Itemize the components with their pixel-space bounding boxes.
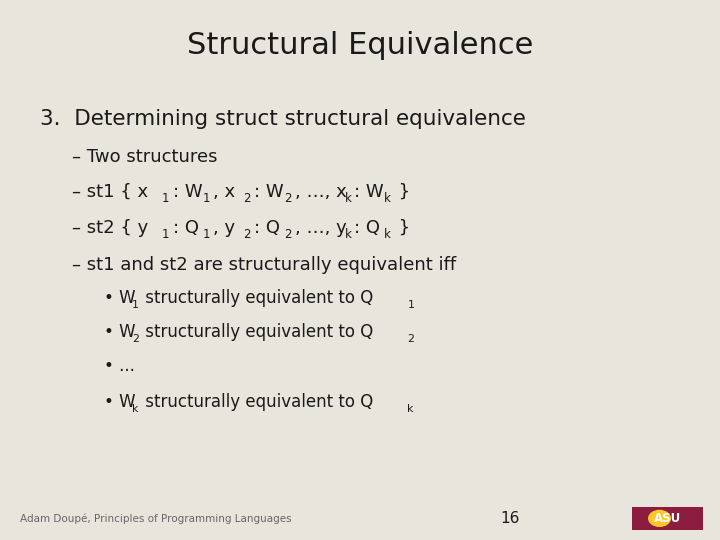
Text: • W: • W (104, 323, 136, 341)
Text: structurally equivalent to Q: structurally equivalent to Q (140, 289, 374, 307)
Text: k: k (132, 404, 138, 414)
Text: 1: 1 (202, 228, 210, 241)
Text: }: } (393, 183, 410, 201)
Text: 2: 2 (284, 228, 292, 241)
Text: k: k (345, 228, 351, 241)
Text: ASU: ASU (654, 512, 681, 525)
Text: structurally equivalent to Q: structurally equivalent to Q (140, 323, 374, 341)
Text: 1: 1 (162, 192, 169, 205)
Text: – Two structures: – Two structures (72, 147, 217, 166)
Text: 2: 2 (408, 334, 414, 343)
Text: 16: 16 (500, 511, 520, 526)
Text: : W: : W (354, 183, 384, 201)
Text: , …, x: , …, x (294, 183, 346, 201)
Text: – st1 { x: – st1 { x (72, 183, 148, 201)
Circle shape (648, 510, 671, 527)
Text: 1: 1 (162, 228, 169, 241)
Text: : Q: : Q (354, 219, 379, 237)
Text: 1: 1 (202, 192, 210, 205)
Text: k: k (345, 192, 351, 205)
Text: 1: 1 (132, 300, 139, 309)
Text: Structural Equivalence: Structural Equivalence (186, 31, 534, 60)
Text: • W: • W (104, 289, 136, 307)
Text: • ...: • ... (104, 357, 135, 375)
Text: : Q: : Q (254, 219, 280, 237)
Text: k: k (384, 228, 390, 241)
Text: : W: : W (254, 183, 284, 201)
Text: – st1 and st2 are structurally equivalent iff: – st1 and st2 are structurally equivalen… (72, 255, 456, 274)
Text: 1: 1 (408, 300, 414, 309)
Text: k: k (384, 192, 390, 205)
Text: k: k (408, 404, 414, 414)
Text: 2: 2 (284, 192, 292, 205)
Text: – st2 { y: – st2 { y (72, 219, 148, 237)
Text: 2: 2 (132, 334, 139, 343)
Text: • W: • W (104, 393, 136, 411)
Text: Adam Doupé, Principles of Programming Languages: Adam Doupé, Principles of Programming La… (20, 513, 292, 524)
Text: : Q: : Q (173, 219, 199, 237)
Text: structurally equivalent to Q: structurally equivalent to Q (140, 393, 374, 411)
Text: : W: : W (173, 183, 202, 201)
FancyBboxPatch shape (632, 507, 703, 530)
Text: , y: , y (213, 219, 235, 237)
Text: 3.  Determining struct structural equivalence: 3. Determining struct structural equival… (40, 109, 526, 129)
Text: }: } (393, 219, 410, 237)
Text: , x: , x (213, 183, 235, 201)
Text: 2: 2 (243, 228, 251, 241)
Text: , …, y: , …, y (294, 219, 346, 237)
Text: 2: 2 (243, 192, 251, 205)
